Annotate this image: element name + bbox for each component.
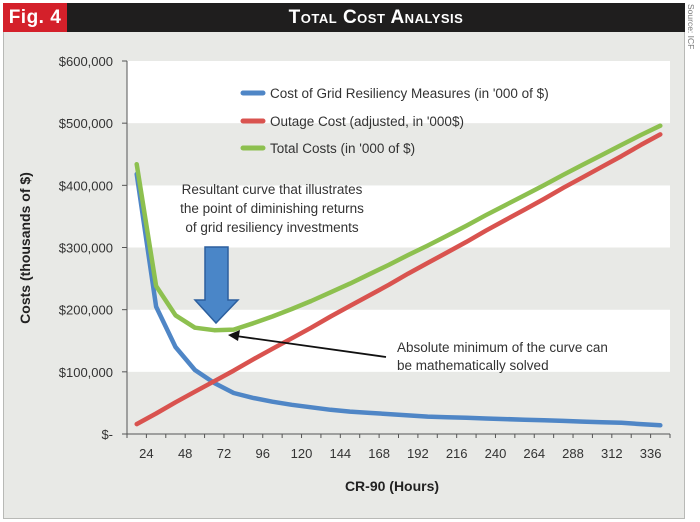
- x-tick-label: 96: [256, 446, 270, 461]
- down-arrow-icon: [193, 246, 240, 325]
- y-tick-label: $300,000: [59, 241, 113, 256]
- y-tick-label: $-: [101, 427, 113, 442]
- plot-band: [127, 61, 670, 124]
- pointer-arrow-icon: [228, 330, 240, 341]
- annotation-min-line-2: be mathematically solved: [397, 358, 549, 373]
- x-tick-label: 72: [217, 446, 231, 461]
- x-tick-label: 48: [178, 446, 192, 461]
- legend: Cost of Grid Resiliency Measures (in '00…: [240, 86, 549, 156]
- legend-label-total-cost: Total Costs (in '000 of $): [270, 141, 415, 156]
- x-tick-label: 144: [329, 446, 351, 461]
- x-tick-label: 336: [640, 446, 662, 461]
- y-axis-title: Costs (thousands of $): [17, 172, 33, 324]
- header-bar: [3, 3, 685, 32]
- y-tick-label: $400,000: [59, 178, 113, 193]
- chart-title: Total Cost Analysis: [288, 7, 464, 28]
- x-tick-label: 24: [139, 446, 153, 461]
- annotation-resultant-curve: Resultant curve that illustrates the poi…: [180, 182, 364, 325]
- y-tick-label: $100,000: [59, 365, 113, 380]
- series-line-total-cost: [134, 123, 663, 333]
- x-tick-label: 120: [291, 446, 313, 461]
- annotation-line-2: the point of diminishing returns: [180, 201, 364, 216]
- x-axis-ticks: 24 48 72 96 120 144 168 192 216 240 264 288 312 336: [126, 434, 671, 461]
- x-axis-title: CR-90 (Hours): [345, 478, 439, 494]
- annotation-line-1: Resultant curve that illustrates: [182, 182, 363, 197]
- x-tick-label: 288: [562, 446, 584, 461]
- legend-label-outage-cost: Outage Cost (adjusted, in '000$): [270, 114, 464, 129]
- annotation-absolute-minimum: Absolute minimum of the curve can be mat…: [228, 330, 608, 373]
- y-axis-ticks: $- $100,000 $200,000 $300,000 $400,000 $500,0…: [59, 54, 127, 442]
- series-line-grid-cost: [134, 171, 663, 428]
- figure-number: Fig. 4: [3, 3, 67, 32]
- x-tick-label: 192: [407, 446, 429, 461]
- series-lines: [134, 123, 663, 428]
- x-tick-label: 168: [368, 446, 390, 461]
- x-tick-label: 216: [446, 446, 468, 461]
- pointer-arrow-line: [235, 335, 387, 358]
- legend-item-outage-cost: Outage Cost (adjusted, in '000$): [240, 114, 464, 129]
- series-line-outage-cost: [134, 132, 663, 427]
- plot-band: [127, 185, 670, 248]
- x-tick-label: 240: [485, 446, 507, 461]
- plot-band: [127, 123, 670, 186]
- legend-label-grid-cost: Cost of Grid Resiliency Measures (in '00…: [270, 86, 549, 101]
- y-tick-label: $600,000: [59, 54, 113, 69]
- y-tick-label: $500,000: [59, 116, 113, 131]
- annotation-line-3: of grid resiliency investments: [185, 220, 359, 235]
- annotation-min-line-1: Absolute minimum of the curve can: [397, 340, 608, 355]
- legend-item-total-cost: Total Costs (in '000 of $): [240, 141, 415, 156]
- legend-item-grid-cost: Cost of Grid Resiliency Measures (in '00…: [240, 86, 549, 101]
- x-tick-label: 312: [601, 446, 623, 461]
- y-tick-label: $200,000: [59, 303, 113, 318]
- x-tick-label: 264: [523, 446, 545, 461]
